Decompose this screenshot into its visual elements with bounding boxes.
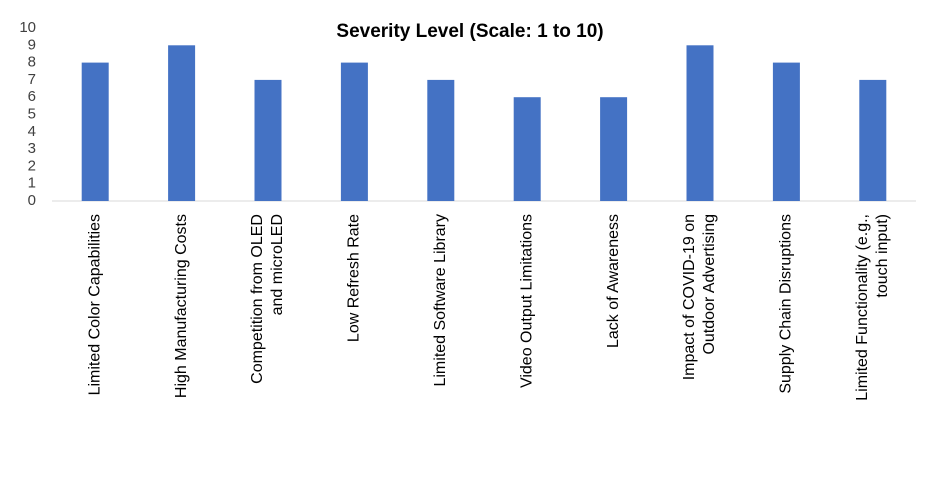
x-tick-label: Limited Software Library [432, 214, 449, 387]
x-tick-label: Competition from OLED and microLED [249, 214, 286, 384]
y-tick-label: 5 [28, 105, 36, 122]
y-tick-label: 3 [28, 140, 36, 157]
bar [600, 97, 628, 201]
y-tick-label: 0 [28, 192, 36, 209]
bar [772, 62, 800, 201]
y-tick-label: 10 [19, 19, 36, 36]
y-tick-label: 9 [28, 36, 36, 53]
y-tick-label: 1 [28, 175, 36, 192]
y-tick-label: 2 [28, 157, 36, 174]
bar [81, 62, 109, 201]
y-tick-label: 7 [28, 71, 36, 88]
x-tick-label: Low Refresh Rate [346, 214, 363, 342]
bar [168, 45, 196, 201]
bar [859, 79, 887, 201]
x-tick-label: Limited Color Capabilities [86, 214, 103, 395]
bar [254, 79, 282, 201]
bar [340, 62, 368, 201]
x-tick-label: High Manufacturing Costs [173, 214, 190, 398]
chart-title: Severity Level (Scale: 1 to 10) [336, 21, 603, 42]
y-tick-label: 6 [28, 88, 36, 105]
bar [513, 97, 541, 201]
bar [686, 45, 714, 201]
x-tick-label: Lack of Awareness [605, 214, 622, 348]
x-tick-label: Supply Chain Disruptions [778, 214, 795, 394]
y-tick-label: 4 [28, 123, 36, 140]
x-tick-label: Video Output Limitations [518, 214, 535, 388]
y-tick-label: 8 [28, 54, 36, 71]
x-tick-label: Impact of COVID-19 on Outdoor Advertising [681, 214, 718, 380]
x-tick-label: Limited Functionality (e.g., touch input) [854, 214, 891, 401]
bar [427, 79, 455, 201]
